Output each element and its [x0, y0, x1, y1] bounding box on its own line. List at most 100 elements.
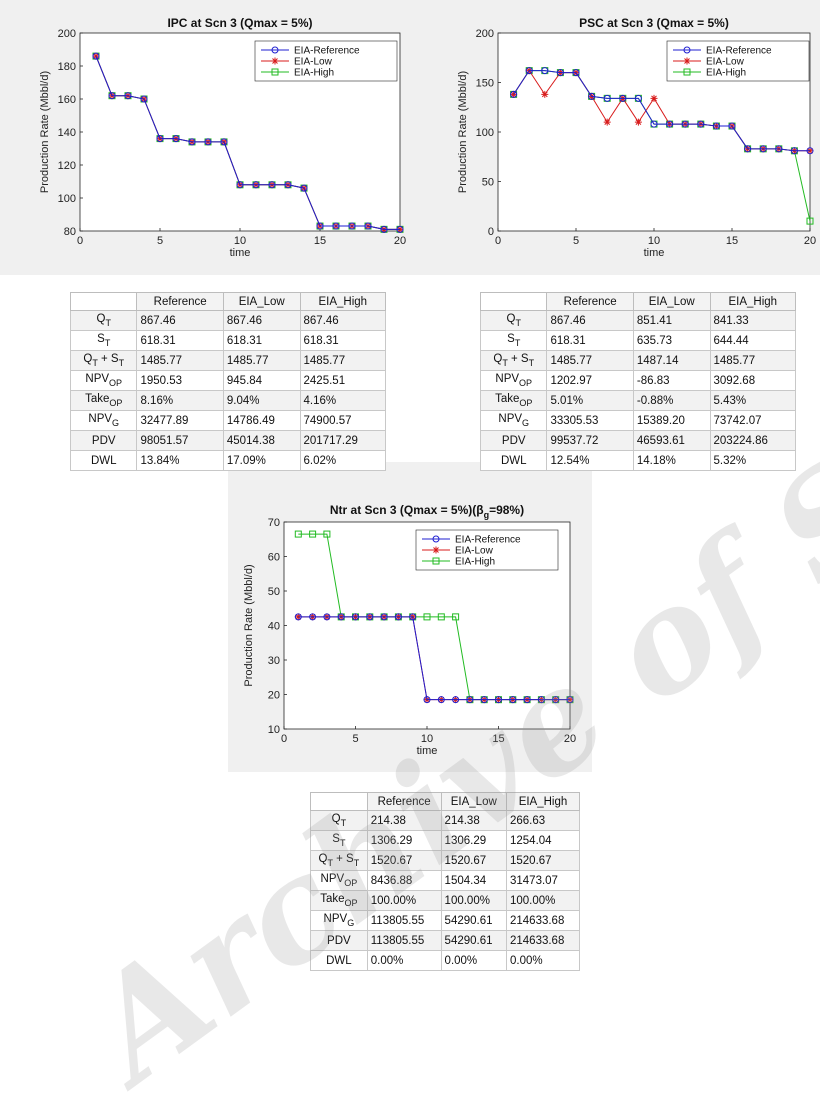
table-row: ST 618.31 635.73 644.44 — [479, 330, 797, 351]
data-point — [124, 92, 132, 100]
data-point — [309, 613, 317, 621]
data-point — [394, 613, 402, 621]
data-point — [437, 613, 445, 621]
data-point — [650, 94, 658, 102]
table-row: DWL 13.84% 17.09% 6.02% — [69, 450, 387, 471]
table-cell: 6.02% — [299, 450, 387, 471]
table-cell: 644.44 — [709, 330, 797, 351]
row-label: PDV — [310, 930, 368, 951]
table-cell: -86.83 — [632, 370, 711, 391]
chart-title-subscript: g — [484, 510, 490, 520]
table-header-row: Reference EIA_Low EIA_High — [479, 292, 797, 311]
table-cell: 214633.68 — [505, 910, 581, 931]
x-tick-label: 5 — [157, 235, 163, 247]
data-point — [666, 120, 674, 128]
table-cell: 15389.20 — [632, 410, 711, 431]
legend-marker — [432, 546, 440, 554]
table-row: NPVG 32477.89 14786.49 74900.57 — [69, 410, 387, 431]
row-label-subscript: OP — [109, 378, 123, 388]
row-label-subscript: T — [514, 338, 521, 348]
row-label-text: Take — [320, 893, 345, 905]
table-cell: 1485.77 — [546, 350, 634, 371]
y-tick-label: 180 — [58, 61, 76, 73]
data-point — [172, 135, 180, 143]
data-point — [556, 69, 564, 77]
data-point — [681, 120, 689, 128]
row-label-text: NPV — [88, 413, 113, 425]
legend-label: EIA-Low — [294, 57, 333, 68]
data-point — [552, 696, 560, 704]
y-tick-label: 120 — [58, 160, 76, 172]
table-cell: 98051.57 — [136, 430, 224, 451]
row-label-subscript: OP — [519, 398, 533, 408]
row-label-text: Q — [318, 853, 328, 865]
table-cell: 201717.29 — [299, 430, 387, 451]
data-point — [525, 67, 533, 75]
data-point — [323, 613, 331, 621]
table-cell: 14.18% — [632, 450, 711, 471]
legend-marker — [432, 535, 440, 543]
data-point — [566, 696, 574, 704]
row-label-subscript: OP — [109, 398, 123, 408]
row-label-extra: + S — [97, 353, 119, 365]
psc-production-chart: PSC at Scn 3 (Qmax = 5%)0 5 10 15 2005010015… — [457, 16, 816, 259]
table-row: QT 867.46 851.41 841.33 — [479, 310, 797, 331]
table-row: ST 618.31 618.31 618.31 — [69, 330, 387, 351]
data-point — [495, 696, 502, 704]
ntr-production-chart: Ntr at Scn 3 (Qmax = 5%)(βg=98%) 0 5 10 15 20… — [243, 503, 576, 757]
y-tick-label: 70 — [268, 517, 280, 529]
table-cell: 214633.68 — [505, 930, 581, 951]
table-cell: 46593.61 — [632, 430, 711, 451]
table-cell: 1306.29 — [440, 830, 507, 851]
chart-title-tail: =98%) — [489, 503, 524, 517]
table-cell: 0.00% — [366, 950, 442, 971]
table-cell: 5.32% — [709, 450, 797, 471]
data-point — [480, 696, 488, 704]
table-cell: 1487.14 — [632, 350, 711, 371]
data-point — [366, 613, 374, 621]
table-cell: 1254.04 — [505, 830, 581, 851]
table-cell: 1485.77 — [222, 350, 301, 371]
x-tick-label: 15 — [314, 235, 326, 247]
table-cell: 841.33 — [709, 310, 797, 331]
row-label: ST — [479, 330, 548, 351]
row-label-text: Q — [493, 353, 503, 365]
legend-label: EIA-High — [455, 557, 495, 568]
data-point — [572, 69, 580, 77]
row-label-text: S — [97, 333, 105, 345]
row-label-text: NPV — [498, 413, 523, 425]
row-label: TakeOP — [479, 390, 548, 411]
table-cell: 8436.88 — [366, 870, 442, 891]
data-point — [634, 94, 642, 102]
legend-label: EIA-Low — [706, 57, 745, 68]
data-point — [309, 530, 317, 538]
row-label: DWL — [69, 450, 138, 471]
table-cell: 1950.53 — [136, 370, 224, 391]
table-cell: 1520.67 — [505, 850, 581, 871]
table-row: TakeOP 100.00% 100.00% 100.00% — [310, 890, 581, 911]
data-point — [634, 118, 642, 126]
y-tick-label: 160 — [58, 94, 76, 106]
data-point — [316, 222, 324, 230]
table-cell: 1520.67 — [366, 850, 442, 871]
row-label: QT + ST — [310, 850, 368, 871]
x-tick-label: 10 — [648, 235, 660, 247]
table-cell: 618.31 — [222, 330, 301, 351]
x-tick-label: 20 — [564, 733, 576, 745]
row-label: ST — [69, 330, 138, 351]
column-header: Reference — [136, 292, 224, 311]
table-row: PDV 98051.57 45014.38 201717.29 — [69, 430, 387, 451]
y-tick-label: 140 — [58, 127, 76, 139]
psc-results-table: Reference EIA_Low EIA_High QT 867.46 851.41 84… — [479, 292, 797, 471]
data-point — [409, 613, 417, 621]
x-tick-label: 20 — [394, 235, 406, 247]
data-point — [423, 613, 431, 621]
row-label: QT — [479, 310, 548, 331]
y-tick-label: 100 — [476, 127, 494, 139]
row-label-text: NPV — [323, 913, 348, 925]
y-axis-label: Production Rate (Mbbl/d) — [243, 564, 255, 686]
data-point — [108, 92, 116, 100]
series-eia-reference — [92, 52, 404, 233]
table-cell: 8.16% — [136, 390, 224, 411]
